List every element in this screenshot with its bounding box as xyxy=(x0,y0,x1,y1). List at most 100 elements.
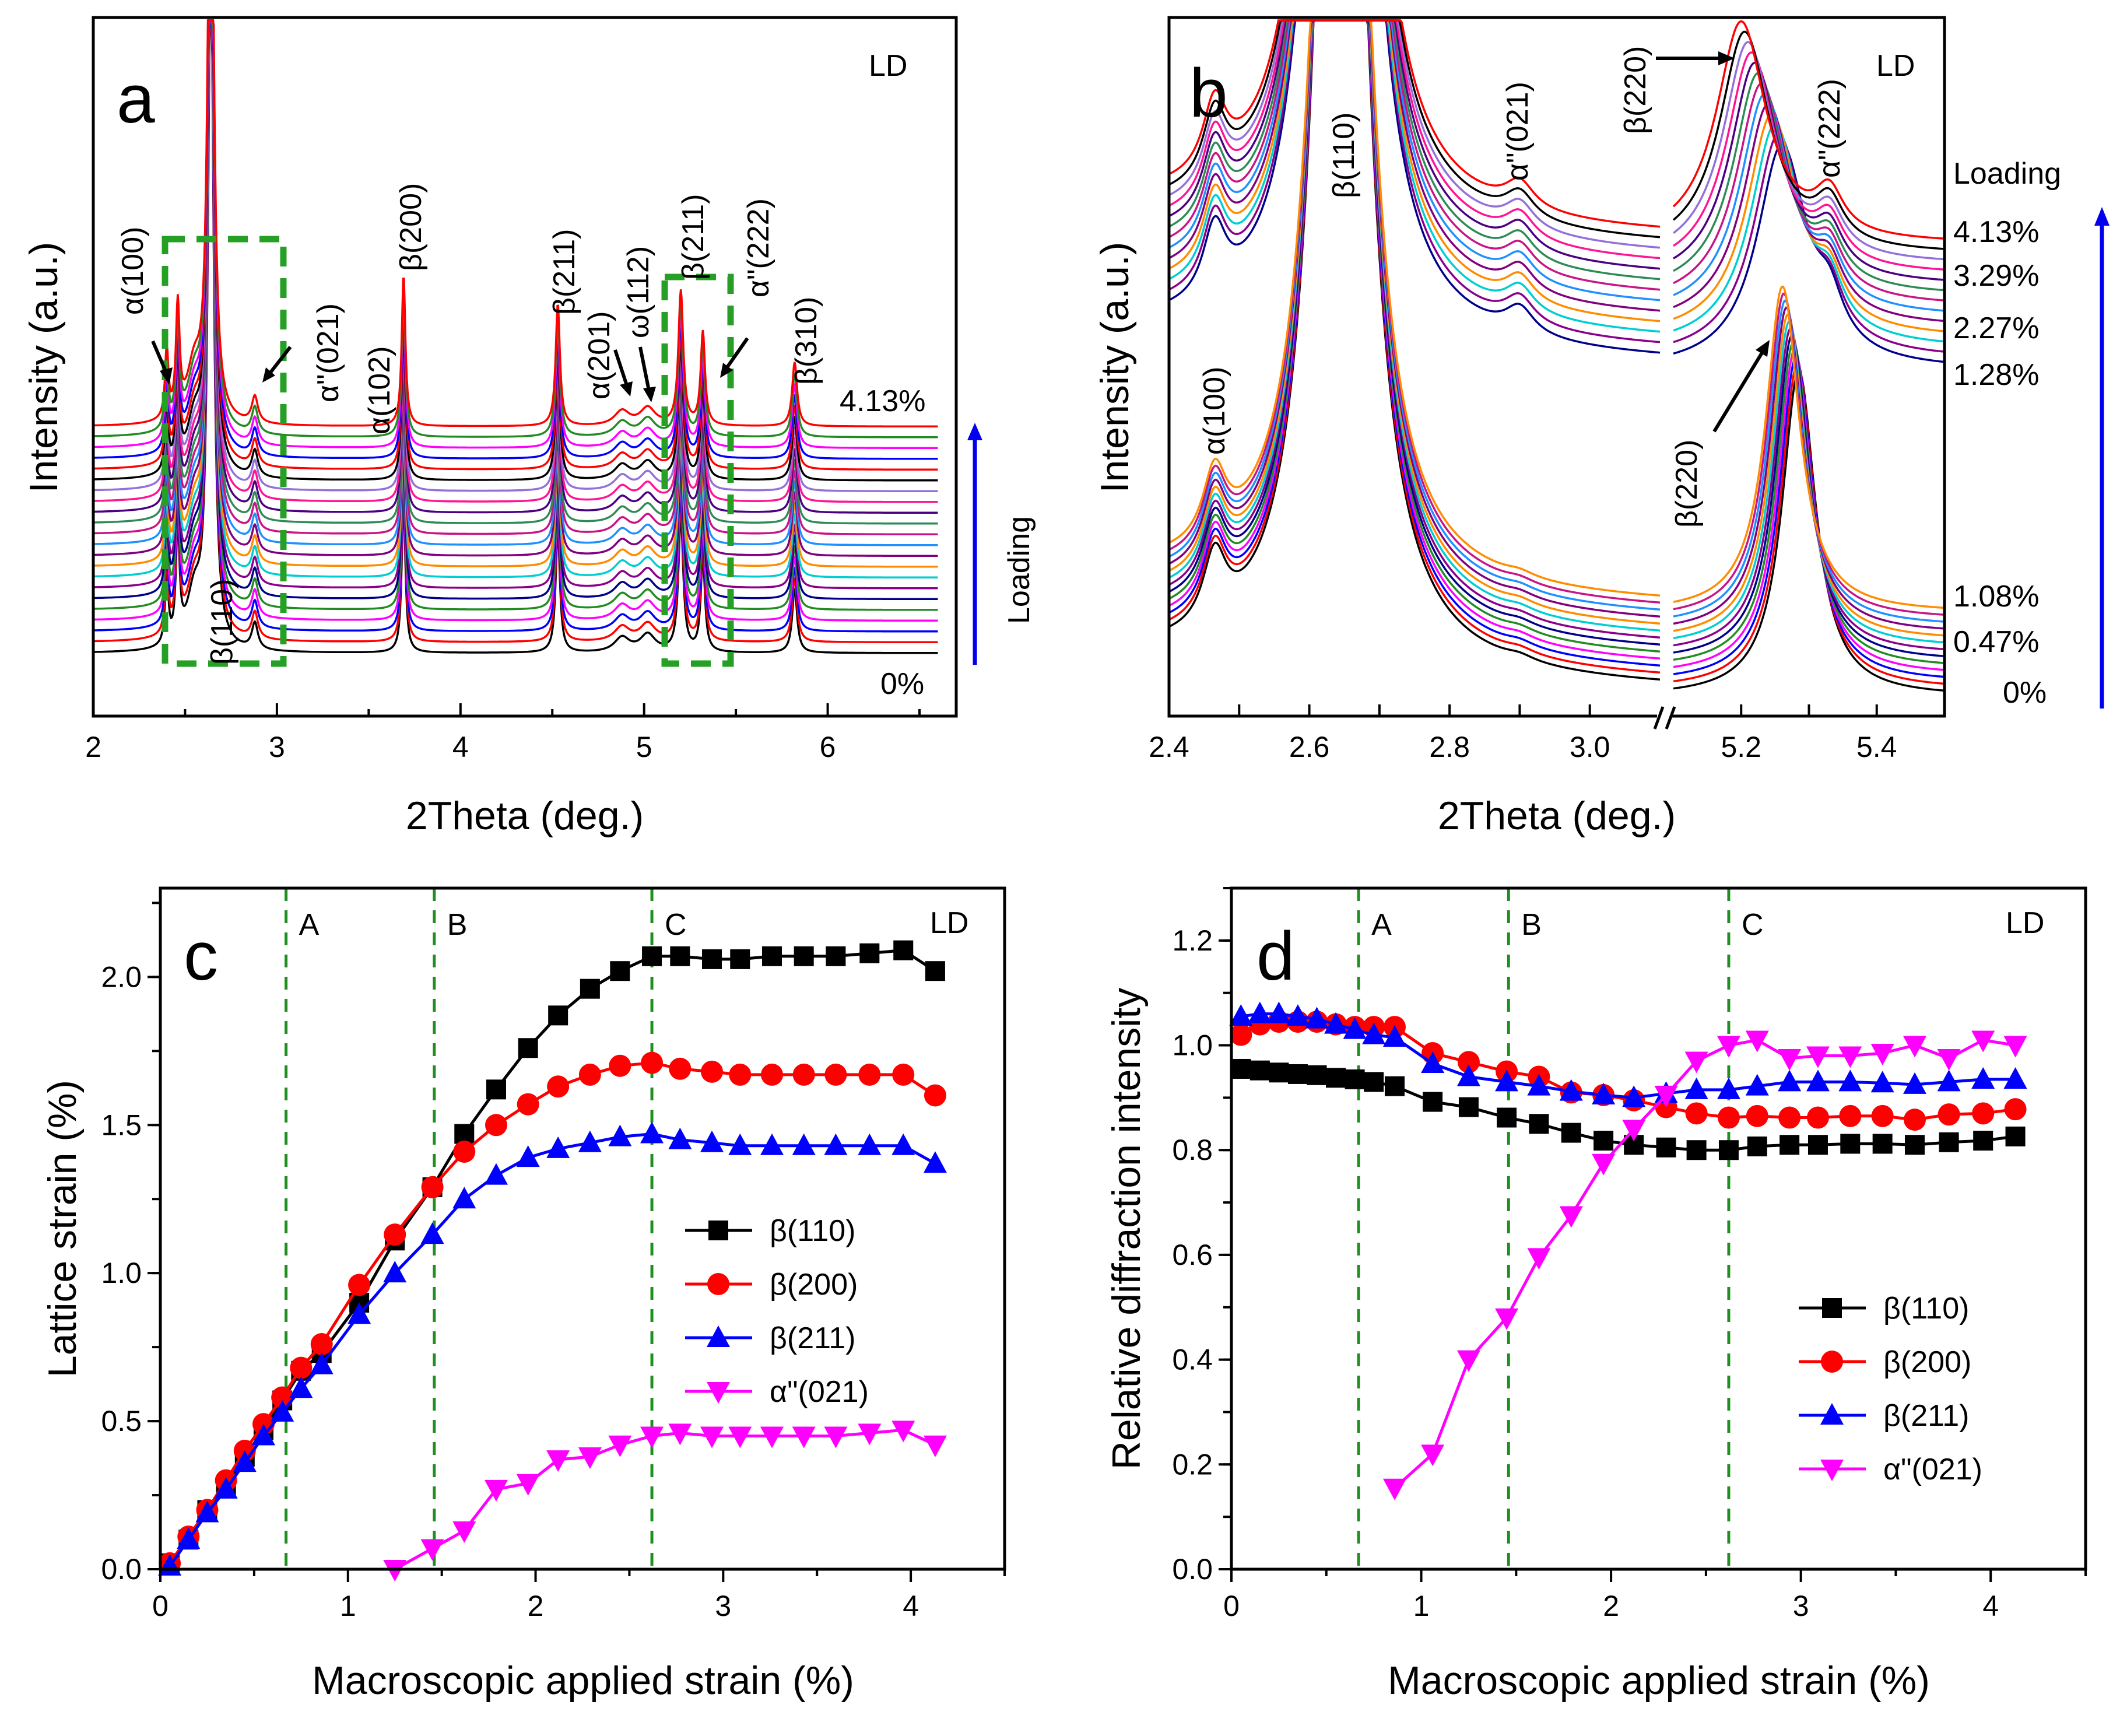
data-point-200 xyxy=(1230,1023,1252,1046)
panel-b: 2.4 2.6 2.8 3.0 5.2 5.4 b LD Intensity (a.u.)… xyxy=(1093,16,2110,838)
data-point-211 xyxy=(1937,1069,1961,1092)
peak-label-a-alpha222: α"(222) xyxy=(742,198,775,297)
data-point-211 xyxy=(233,1450,257,1472)
data-point-110 xyxy=(1326,1068,1346,1088)
diffraction-trace-a xyxy=(93,19,938,568)
data-point-200 xyxy=(485,1114,507,1137)
diffraction-trace-b xyxy=(1168,19,1661,354)
y-tick-label: 0.0 xyxy=(101,1553,142,1586)
legend-marker-021 xyxy=(1820,1460,1844,1481)
panel-c-ticks: 0 1 2 3 4 0.0 0.5 1.0 1.5 2.0 xyxy=(101,902,1006,1622)
y-tick-label: 0.5 xyxy=(101,1405,142,1437)
data-point-200 xyxy=(453,1140,476,1163)
data-point-211 xyxy=(1305,1006,1329,1029)
data-point-200 xyxy=(824,1063,847,1086)
diffraction-trace-b xyxy=(1168,19,1661,312)
diffraction-trace-b xyxy=(1168,19,1661,322)
panel-b-strain-0: 0% xyxy=(2003,676,2047,710)
diffraction-trace-b xyxy=(1673,369,1945,692)
data-point-211 xyxy=(1229,1004,1253,1026)
diffraction-trace-b xyxy=(1168,19,1661,604)
peak-label-a-alpha100: α(100) xyxy=(116,227,150,315)
data-point-021 xyxy=(1971,1030,1995,1053)
y-tick-label: 1.5 xyxy=(101,1109,142,1141)
data-point-200 xyxy=(729,1063,752,1086)
x-tick-label: 2 xyxy=(1603,1590,1619,1622)
x-tick-label: 3.0 xyxy=(1570,731,1610,763)
data-point-110 xyxy=(1529,1114,1549,1134)
data-point-211 xyxy=(271,1400,294,1422)
data-point-211 xyxy=(1778,1069,1802,1092)
data-point-021 xyxy=(792,1426,816,1449)
data-point-200 xyxy=(669,1057,692,1080)
x-tick-label: 2.6 xyxy=(1289,731,1330,763)
diffraction-trace-b xyxy=(1168,19,1661,660)
data-point-211 xyxy=(1495,1069,1519,1092)
data-point-211 xyxy=(1870,1071,1894,1093)
diffraction-trace-b xyxy=(1672,41,1945,261)
data-point-211 xyxy=(2003,1067,2027,1089)
x-tick-label: 0 xyxy=(152,1590,169,1622)
panel-c: A B C 0 1 2 3 4 0.0 0.5 1.0 1.5 2.0 c LD Lattice st… xyxy=(40,886,1006,1703)
data-point-021 xyxy=(1421,1444,1445,1467)
x-tick-label: 2 xyxy=(85,731,101,763)
panel-d-ticks: 0 1 2 3 4 0.0 0.2 0.4 0.6 0.8 1.0 1.2 xyxy=(1172,887,2087,1622)
diffraction-trace-b xyxy=(1168,19,1661,653)
legend-marker-200 xyxy=(1821,1351,1843,1373)
data-point-110 xyxy=(925,961,945,981)
data-point-211 xyxy=(1971,1067,1995,1089)
data-point-021 xyxy=(700,1426,724,1449)
data-point-021 xyxy=(578,1447,602,1470)
data-point-021 xyxy=(1717,1036,1740,1058)
data-point-021 xyxy=(640,1426,664,1449)
data-point-200 xyxy=(1746,1104,1768,1127)
data-point-110 xyxy=(1656,1137,1676,1158)
data-point-021 xyxy=(1559,1206,1583,1228)
data-point-110 xyxy=(1458,1097,1479,1117)
panel-d-series xyxy=(1229,1001,2027,1500)
data-point-211 xyxy=(383,1261,407,1283)
data-point-211 xyxy=(289,1376,313,1398)
data-point-200 xyxy=(1717,1106,1740,1129)
legend-label-211: β(211) xyxy=(1883,1399,1969,1433)
peak-label-b-beta220-lower: β(220) xyxy=(1670,440,1704,528)
legend-marker-110 xyxy=(1822,1298,1842,1318)
peak-label-a-alpha201: α(201) xyxy=(582,311,616,399)
data-point-021 xyxy=(1527,1248,1551,1270)
data-point-110 xyxy=(642,946,662,966)
panel-d: A B C 0 1 2 3 4 0.0 0.2 0.4 0.6 0.8 1.0 1.2 d LD Rela… xyxy=(1104,886,2087,1703)
peak-label-a-beta211-2: β(211) xyxy=(676,194,710,280)
diffraction-trace-b xyxy=(1673,92,1945,312)
data-point-110 xyxy=(761,946,782,966)
data-point-200 xyxy=(1806,1106,1829,1129)
diffraction-trace-b xyxy=(1168,19,1661,333)
data-point-211 xyxy=(824,1133,848,1155)
data-point-211 xyxy=(1456,1064,1480,1086)
diffraction-trace-b xyxy=(1168,19,1661,301)
panel-c-legend: β(110) β(200) β(211) α"(021) xyxy=(685,1214,869,1409)
x-tick-label: 4 xyxy=(903,1590,919,1622)
panel-b-axis-break-mark-1 xyxy=(1653,706,1665,730)
x-tick-label: 3 xyxy=(269,731,285,763)
panel-a-loading-arrowhead xyxy=(967,423,982,440)
y-tick-label: 1.2 xyxy=(1172,924,1213,957)
series-line-110 xyxy=(169,949,936,1565)
series-line-211 xyxy=(1240,1012,2016,1099)
diffraction-trace-b xyxy=(1673,362,1945,685)
x-tick-label: 5.4 xyxy=(1856,731,1897,763)
guide-label-c: C xyxy=(665,908,687,942)
panel-c-guide-lines: A B C xyxy=(285,888,687,1569)
data-point-200 xyxy=(760,1063,783,1086)
panel-a-direction: LD xyxy=(869,49,907,83)
diffraction-trace-b xyxy=(1168,19,1661,611)
data-point-200 xyxy=(892,1063,915,1086)
legend-label-021: α"(021) xyxy=(1883,1453,1982,1486)
data-point-110 xyxy=(670,946,690,966)
data-point-110 xyxy=(548,1005,568,1026)
data-point-110 xyxy=(1307,1065,1327,1085)
data-point-211 xyxy=(640,1121,664,1144)
legend-label-110: β(110) xyxy=(1883,1292,1969,1325)
data-point-211 xyxy=(1286,1004,1310,1026)
panel-b-strain-1-28: 1.28% xyxy=(1953,358,2039,392)
